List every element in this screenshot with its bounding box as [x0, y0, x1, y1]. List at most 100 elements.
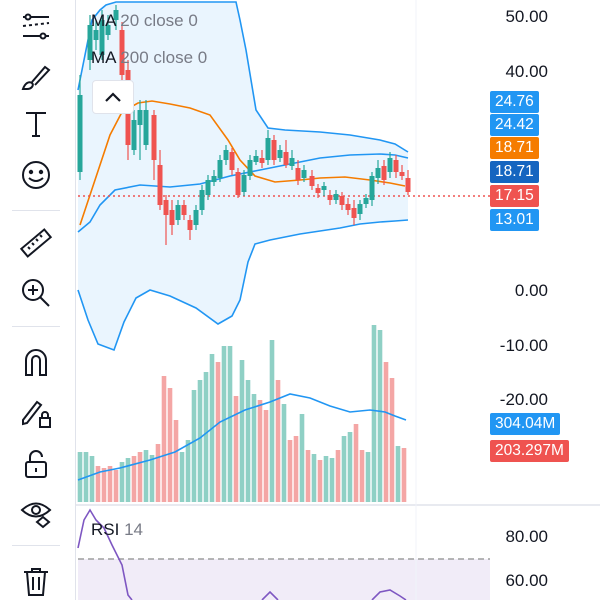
- volume-bar-up: [329, 458, 335, 502]
- candle-down: [151, 115, 157, 160]
- candle-down: [187, 220, 193, 230]
- volume-bar-up: [395, 446, 401, 502]
- volume-bar-down: [353, 424, 359, 502]
- candle-up: [175, 205, 181, 220]
- emoji-button[interactable]: [14, 155, 58, 195]
- lock-drawings-button[interactable]: [14, 393, 58, 433]
- ruler-button[interactable]: [14, 223, 58, 263]
- price-axis-label: -20.00: [499, 390, 548, 409]
- brush-icon: [21, 65, 51, 90]
- candle-up: [77, 95, 83, 172]
- candle-down: [393, 160, 399, 172]
- volume-bar-down: [317, 460, 323, 502]
- hide-drawings-button[interactable]: [14, 492, 58, 532]
- volume-bar-down: [131, 456, 137, 502]
- ma20-legend[interactable]: MA 20 close 0: [91, 11, 198, 31]
- bollinger-basis-line: [77, 153, 409, 233]
- candle-up: [131, 120, 137, 150]
- rsi-line: [261, 590, 279, 600]
- toolbar-divider: [12, 326, 60, 327]
- volume-bar-down: [287, 440, 293, 502]
- text-button[interactable]: [14, 104, 58, 144]
- candle-up: [375, 168, 381, 178]
- volume-bar-up: [119, 462, 125, 502]
- magnet-button[interactable]: [14, 342, 58, 382]
- unlock-button[interactable]: [14, 444, 58, 484]
- volume-bar-up: [143, 450, 149, 502]
- rsi-legend[interactable]: RSI 14: [91, 520, 143, 540]
- candle-down: [181, 205, 187, 215]
- volume-bar-up: [365, 452, 371, 502]
- volume-bar-up: [281, 404, 287, 502]
- candle-down: [405, 178, 411, 192]
- rsi-params: 14: [124, 520, 143, 539]
- trend-line-tools-button[interactable]: [14, 6, 58, 46]
- candle-up: [333, 194, 339, 200]
- volume-bar-up: [191, 390, 197, 502]
- rsi-band: [78, 559, 490, 600]
- magnet-icon: [25, 349, 47, 376]
- ma20-name: MA: [91, 11, 116, 30]
- volume-bar-down: [155, 444, 161, 502]
- ruler-icon: [19, 228, 53, 258]
- ma20-price-tag: 18.71: [490, 137, 539, 159]
- toolbar-divider: [12, 545, 60, 546]
- brush-button[interactable]: [14, 58, 58, 98]
- volume-bar-down: [263, 410, 269, 502]
- candle-down: [327, 195, 333, 200]
- candle-down: [283, 152, 289, 165]
- ma200-params: 200 close 0: [120, 48, 208, 67]
- candle-down: [163, 200, 169, 215]
- volume-bar-up: [245, 380, 251, 502]
- drawing-toolbar: [0, 0, 72, 600]
- volume-bar-down: [275, 380, 281, 502]
- trend-line-tools-icon: [22, 13, 50, 40]
- candle-down: [339, 196, 345, 205]
- candle-down: [295, 168, 301, 180]
- volume-bar-down: [101, 468, 107, 502]
- zoom-in-button[interactable]: [14, 273, 58, 313]
- price-axis-label: 50.00: [505, 7, 548, 26]
- volume-bar-down: [359, 450, 365, 502]
- volume-bar-down: [257, 400, 263, 502]
- volume-bar-up: [221, 346, 227, 502]
- rsi-name: RSI: [91, 520, 120, 539]
- ma200-name: MA: [91, 48, 116, 67]
- volume-bar-up: [89, 456, 95, 502]
- volume-bar-up: [371, 325, 377, 502]
- collapse-legend-button[interactable]: [92, 80, 134, 114]
- candle-up: [105, 25, 111, 35]
- volume-tag: 203.297M: [490, 440, 569, 462]
- candle-up: [247, 160, 253, 176]
- candle-up: [223, 150, 229, 160]
- candle-up: [265, 138, 271, 160]
- rsi-axis-label: 80.00: [505, 527, 548, 546]
- candle-up: [277, 150, 283, 158]
- ma200-legend[interactable]: MA 200 close 0: [91, 48, 207, 68]
- volume-bar-down: [173, 420, 179, 502]
- volume-bar-up: [185, 440, 191, 502]
- eye-icon: [20, 502, 52, 529]
- bollinger-lower-line: [77, 219, 409, 352]
- remove-drawings-button[interactable]: [14, 561, 58, 600]
- emoji-icon: [22, 161, 50, 189]
- candle-down: [399, 172, 405, 176]
- candle-down: [309, 176, 315, 186]
- candle-up: [193, 210, 199, 225]
- volume-bar-up: [239, 360, 245, 502]
- volume-bar-up: [125, 458, 131, 502]
- candle-up: [357, 204, 363, 214]
- volume-bar-down: [401, 448, 407, 502]
- volume-bar-up: [323, 456, 329, 502]
- volume-bar-down: [215, 362, 221, 502]
- volume-bar-up: [197, 380, 203, 502]
- candle-down: [315, 188, 321, 193]
- volume-bar-down: [167, 388, 173, 502]
- volume-bar-up: [377, 330, 383, 502]
- candle-up: [253, 156, 259, 162]
- candle-up: [369, 176, 375, 200]
- volume-bar-down: [383, 362, 389, 502]
- candle-down: [259, 158, 265, 163]
- bb-basis-price-tag: 24.42: [490, 114, 539, 136]
